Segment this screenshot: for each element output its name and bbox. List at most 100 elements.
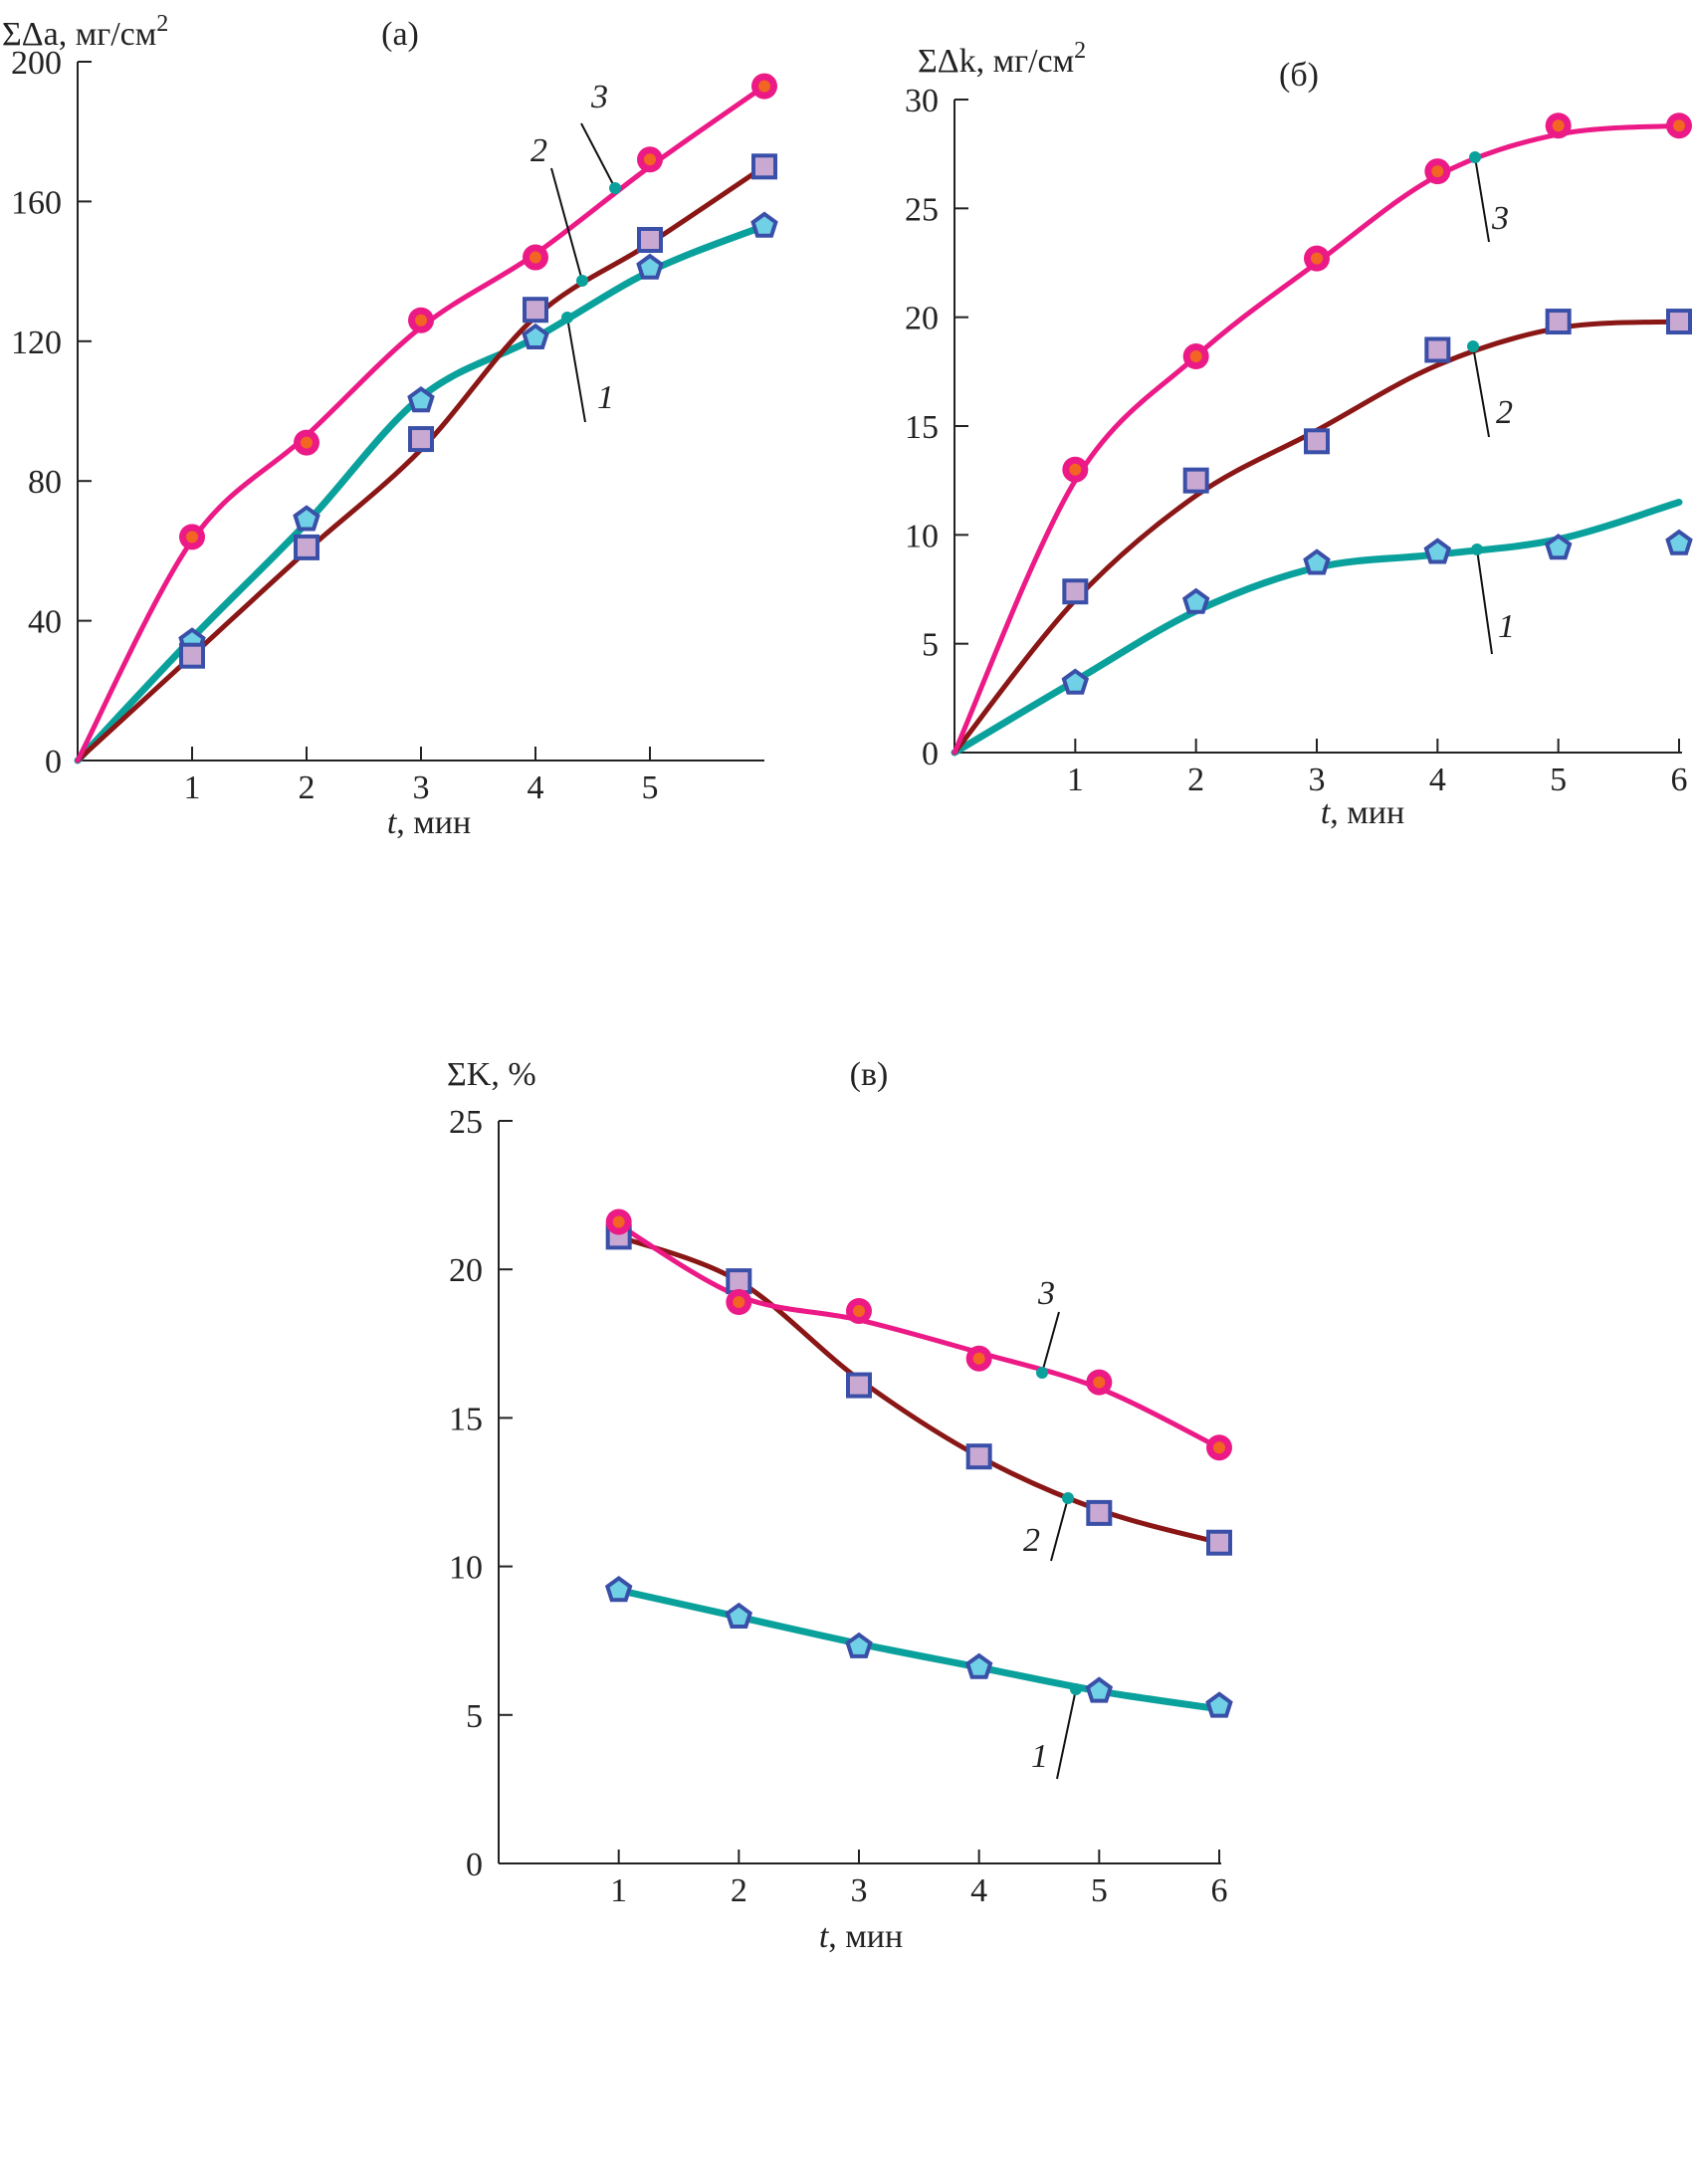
callout-leader-3 [1041, 1311, 1060, 1374]
series-2-point [408, 426, 434, 453]
callout-leader-2 [1472, 345, 1490, 438]
x-tick-label: 1 [610, 1872, 627, 1909]
x-axis-var: t [387, 804, 398, 841]
callout-dot-2 [1062, 1492, 1074, 1504]
series-2-point [1086, 1499, 1113, 1526]
x-axis-unit: , мин [1330, 794, 1404, 831]
x-tick-label: 4 [1429, 762, 1446, 798]
y-axis-label: ΣΔk, мг/см [918, 43, 1074, 80]
callout-dot-3 [1036, 1367, 1048, 1379]
y-tick-label: 30 [905, 83, 939, 119]
series-2-point [179, 642, 205, 669]
callout-leader-3 [580, 122, 616, 189]
panel-label: (а) [381, 16, 419, 53]
series-label-3: 3 [590, 79, 608, 115]
y-tick-label: 10 [905, 518, 939, 554]
x-tick-label: 5 [1091, 1872, 1108, 1909]
series-1-point [845, 1632, 873, 1658]
panel-label: (б) [1279, 57, 1319, 94]
series-2-point [846, 1372, 872, 1399]
panel-label: (в) [850, 1056, 889, 1093]
series-1-point [407, 386, 435, 413]
x-axis-var: t [819, 1918, 830, 1955]
series-3-point [605, 1208, 632, 1235]
x-tick-label: 1 [1067, 762, 1084, 798]
series-3-point [751, 73, 777, 100]
series-3-point [846, 1297, 872, 1324]
x-tick-label: 1 [184, 769, 201, 806]
series-3-line [616, 1221, 1222, 1450]
x-tick-label: 5 [642, 769, 659, 806]
x-axis-title: t, мин [387, 804, 471, 841]
y-tick-label: 160 [11, 184, 62, 221]
x-tick-label: 2 [731, 1872, 747, 1909]
y-tick-label: 25 [449, 1104, 483, 1141]
y-tick-label: 5 [922, 627, 939, 664]
series-1-point [964, 1652, 993, 1679]
series-1-point [522, 323, 549, 349]
series-1-line [615, 1586, 1223, 1713]
x-tick-label: 2 [299, 769, 316, 806]
series-label-3: 3 [1037, 1275, 1055, 1312]
series-2-point [965, 1443, 992, 1470]
callout-dot-1 [561, 312, 573, 324]
x-axis-title: t, мин [1321, 794, 1404, 831]
y-axis-label: ΣΔа, мг/см [2, 16, 156, 53]
series-label-3: 3 [1491, 200, 1509, 237]
series-1-point [1665, 529, 1693, 555]
y-axis-sup: 2 [156, 11, 168, 37]
series-3-point [1182, 343, 1209, 370]
series-2-point [1062, 578, 1089, 605]
series-1-line [951, 499, 1683, 757]
callout-leader-1 [1476, 548, 1493, 655]
series-1-point [1181, 587, 1210, 614]
series-1-point [604, 1576, 633, 1603]
series-label-1: 1 [1031, 1738, 1048, 1775]
x-axis-var: t [1321, 794, 1332, 831]
y-tick-label: 20 [905, 301, 939, 337]
y-tick-label: 0 [466, 1847, 483, 1883]
series-3-point [637, 146, 663, 173]
series-3-point [726, 1289, 752, 1316]
callout-dot-1 [1070, 1683, 1082, 1695]
y-tick-label: 80 [28, 464, 62, 501]
y-tick-label: 20 [449, 1252, 483, 1289]
series-3-point [523, 244, 548, 271]
y-tick-label: 0 [45, 744, 62, 780]
series-1-point [636, 253, 664, 280]
x-tick-label: 2 [1187, 762, 1204, 798]
series-3-point [965, 1345, 992, 1372]
series-3-point [1062, 456, 1089, 483]
y-axis-label: ΣK, % [447, 1056, 536, 1093]
x-tick-label: 3 [851, 1872, 868, 1909]
series-3-point [294, 429, 319, 456]
series-1-point [1061, 668, 1090, 695]
series-2-point [1424, 336, 1451, 363]
series-3-point [1424, 158, 1451, 185]
callout-dot-1 [1471, 544, 1483, 555]
y-tick-label: 40 [28, 604, 62, 641]
y-tick-label: 15 [449, 1401, 483, 1437]
y-tick-label: 25 [905, 191, 939, 228]
callout-leader-1 [566, 317, 586, 423]
series-3-point [1304, 245, 1330, 272]
x-tick-label: 6 [1671, 762, 1688, 798]
y-tick-label: 15 [905, 409, 939, 446]
y-tick-label: 200 [11, 45, 62, 82]
series-2-point [294, 534, 319, 560]
series-label-1: 1 [597, 379, 614, 416]
series-1-point [1544, 534, 1573, 560]
callout-leader-1 [1056, 1688, 1077, 1780]
series-2-point [523, 297, 548, 324]
series-3-point [1086, 1369, 1113, 1396]
x-tick-label: 3 [1309, 762, 1326, 798]
x-axis-unit: , мин [396, 804, 471, 841]
x-axis-unit: , мин [828, 1918, 903, 1955]
x-axis-title: t, мин [819, 1918, 903, 1955]
series-1-point [293, 505, 320, 532]
x-tick-label: 3 [413, 769, 430, 806]
y-axis-title: ΣΔа, мг/см2 [2, 11, 168, 53]
